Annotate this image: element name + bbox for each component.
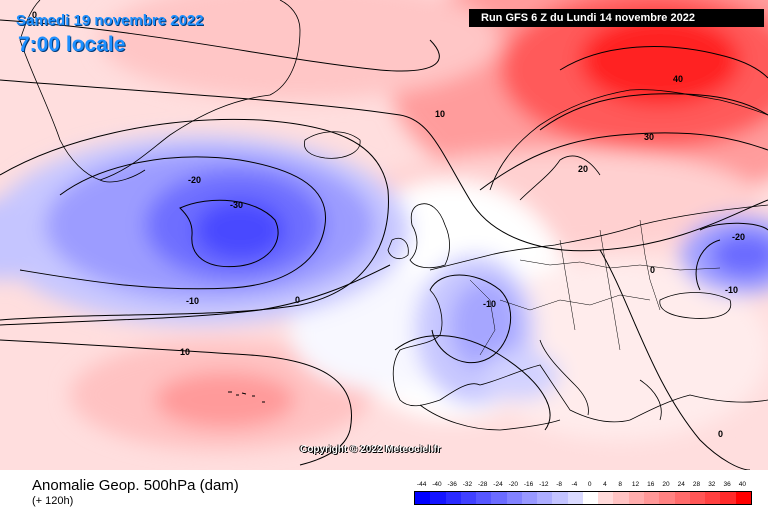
scale-tick-label: 28 [692, 481, 701, 488]
scale-swatch [735, 492, 751, 504]
contour-label: -10 [186, 296, 199, 306]
scale-tick-label: -12 [539, 481, 549, 488]
contour-label: -10 [725, 285, 738, 295]
contour-label: 0 [650, 265, 655, 275]
scale-tick-label: 36 [723, 481, 731, 488]
contour-label: -10 [483, 299, 496, 309]
scale-tick-label: -16 [523, 481, 534, 488]
contour-label: 0 [295, 295, 300, 305]
scale-tick-label: 8 [618, 481, 622, 488]
scale-swatch [460, 492, 477, 504]
scale-swatch [506, 492, 522, 504]
scale-swatch [430, 492, 446, 504]
anomaly-map: 0 10 40 30 20 -20 -30 -10 0 -20 -10 0 -1… [0, 0, 768, 470]
scale-tick-label: -4 [571, 481, 578, 488]
scale-tick-label: 40 [738, 481, 746, 488]
scale-swatch [643, 492, 660, 504]
scale-swatch [476, 492, 492, 504]
scale-tick-label: -40 [432, 481, 442, 488]
contour-label: -30 [230, 200, 243, 210]
scale-swatch [720, 492, 736, 504]
color-scale-bar [414, 491, 752, 505]
scale-tick-label: 24 [677, 481, 685, 488]
scale-tick-label: 20 [662, 481, 670, 488]
forecast-horizon: (+ 120h) [32, 495, 74, 507]
scale-swatch [521, 492, 538, 504]
scale-tick-label: 0 [587, 481, 592, 488]
scale-tick-label: 16 [647, 481, 655, 488]
contour-label: 20 [578, 164, 588, 174]
scale-swatch [491, 492, 507, 504]
scale-tick-label: -44 [416, 481, 427, 488]
scale-tick-label: -28 [478, 481, 488, 488]
scale-swatch [445, 492, 461, 504]
scale-swatch [613, 492, 629, 504]
scale-swatch [628, 492, 644, 504]
run-info: Run GFS 6 Z du Lundi 14 novembre 2022 [469, 9, 764, 27]
scale-tick-label: 4 [603, 481, 607, 488]
scale-swatch [598, 492, 614, 504]
scale-swatch [552, 492, 568, 504]
scale-tick-label: 32 [708, 481, 716, 488]
scale-swatch [705, 492, 721, 504]
forecast-time: 7:00 locale [18, 33, 126, 56]
contour-label: -20 [732, 232, 745, 242]
scale-swatch [689, 492, 706, 504]
contour-label: 0 [32, 10, 37, 20]
contour-label: 10 [180, 347, 190, 357]
scale-swatch [537, 492, 553, 504]
contour-label: 40 [673, 74, 683, 84]
scale-swatch [659, 492, 675, 504]
contour-label: -20 [188, 175, 201, 185]
scale-swatch [582, 492, 599, 504]
scale-tick-label: -8 [556, 481, 562, 488]
scale-tick-label: 12 [631, 481, 640, 488]
scale-tick-label: -36 [447, 481, 457, 488]
copyright: Copyright © 2022 Meteociel.fr [300, 444, 441, 455]
contour-label: 30 [644, 132, 654, 142]
map-title: Anomalie Geop. 500hPa (dam) [32, 477, 239, 494]
forecast-date: Samedi 19 novembre 2022 [16, 12, 204, 29]
scale-swatch [567, 492, 583, 504]
scale-swatch [415, 492, 431, 504]
scale-tick-label: -24 [493, 481, 503, 488]
color-scale-labels: -44 -40 -36 -32 -28 -24 -20 -16 -12 -8 -4 0 4 8 12 16 20… [414, 481, 754, 489]
contour-label: 0 [718, 429, 723, 439]
scale-tick-label: -20 [508, 481, 518, 488]
contour-label: 10 [435, 109, 445, 119]
scale-tick-label: -32 [462, 481, 473, 488]
scale-swatch [674, 492, 690, 504]
